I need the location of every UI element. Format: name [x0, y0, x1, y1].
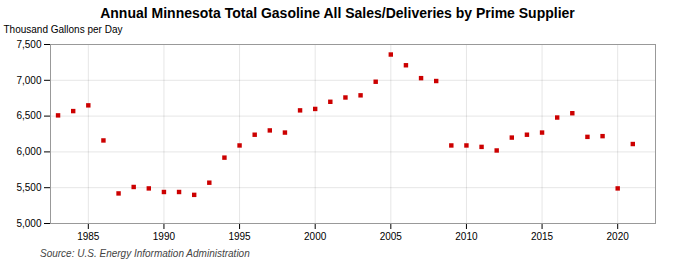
svg-text:1990: 1990 [153, 231, 176, 242]
svg-text:5,000: 5,000 [16, 218, 41, 229]
svg-text:6,500: 6,500 [16, 110, 41, 121]
svg-text:5,500: 5,500 [16, 182, 41, 193]
svg-text:Thousand Gallons per Day: Thousand Gallons per Day [4, 24, 123, 35]
svg-text:2005: 2005 [380, 231, 403, 242]
html-text:Annual Minnesota Total Gasolin: Annual Minnesota Total Gasoline All Sale… [100, 5, 575, 21]
svg-text:1995: 1995 [228, 231, 251, 242]
svg-text:2000: 2000 [304, 231, 327, 242]
svg-text:7,500: 7,500 [16, 39, 41, 50]
svg-text:7,000: 7,000 [16, 75, 41, 86]
svg-text:6,000: 6,000 [16, 146, 41, 157]
svg-text:2010: 2010 [455, 231, 478, 242]
svg-text:2020: 2020 [607, 231, 630, 242]
html-text:Source: U.S. Energy Informatio: Source: U.S. Energy Information Administ… [40, 248, 250, 259]
svg-text:2015: 2015 [531, 231, 554, 242]
svg-text:1985: 1985 [77, 231, 100, 242]
